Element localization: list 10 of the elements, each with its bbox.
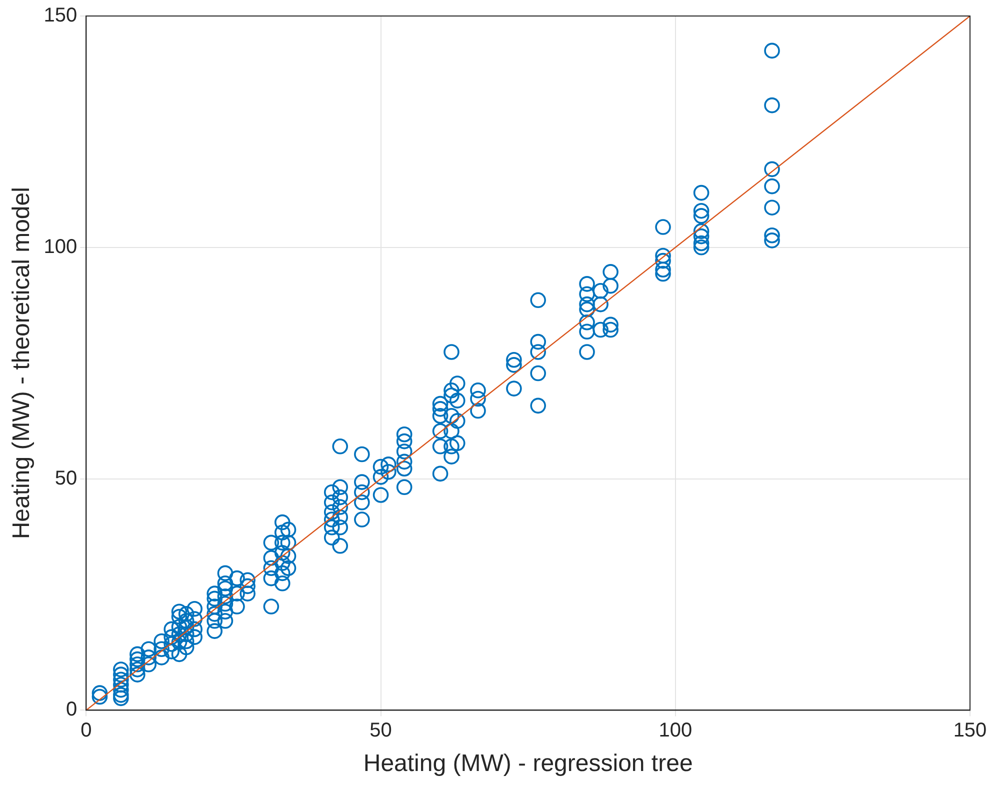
x-tick-label: 150 bbox=[953, 720, 987, 742]
y-tick-label: 100 bbox=[44, 236, 78, 258]
x-tick-label: 100 bbox=[658, 720, 692, 742]
x-tick-label: 50 bbox=[370, 720, 392, 742]
x-tick-label: 0 bbox=[80, 720, 92, 742]
y-axis-title: Heating (MW) - theoretical model bbox=[8, 187, 36, 540]
x-axis-title: Heating (MW) - regression tree bbox=[363, 750, 693, 778]
y-tick-label: 50 bbox=[54, 467, 78, 490]
y-tick-label: 0 bbox=[66, 698, 78, 721]
y-tick-label: 150 bbox=[44, 4, 78, 27]
